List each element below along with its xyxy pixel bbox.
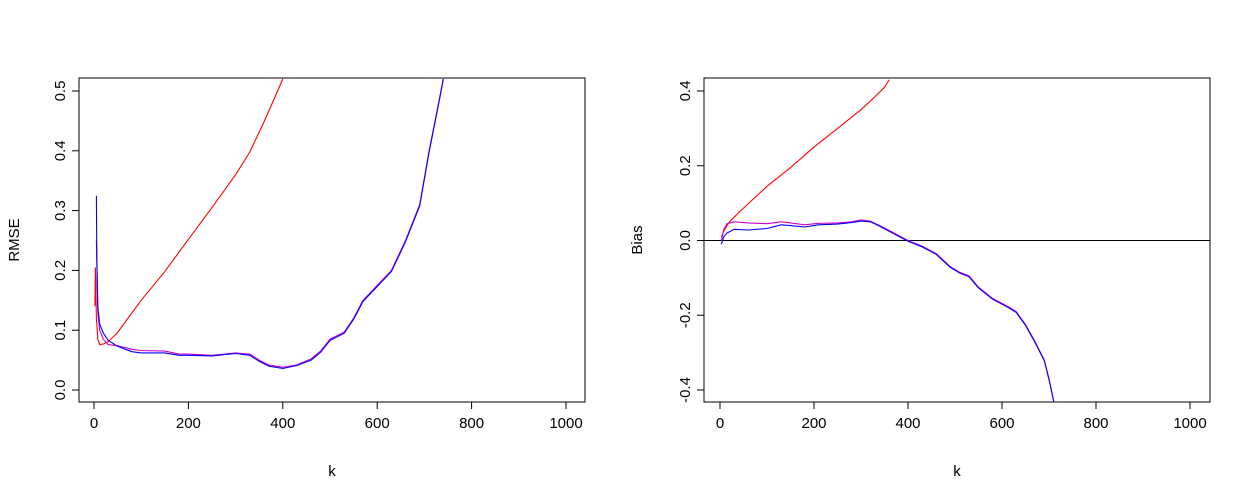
bias-series-line-2 xyxy=(720,219,1055,402)
bias-y-tick-label: 0.2 xyxy=(677,155,694,176)
rmse-y-tick-label: 0.4 xyxy=(52,140,69,161)
bias-y-tick-label: 0.0 xyxy=(677,230,694,251)
bias-chart: 0 200 400 600 800 1000 -0.4 -0.2 0.0 0.2 0.4 k Bi… xyxy=(629,77,1211,480)
rmse-y-tick-label: 0.0 xyxy=(52,380,69,401)
rmse-y-axis-label: RMSE xyxy=(6,218,23,261)
bias-x-ticks: 0 200 400 600 800 1000 xyxy=(716,402,1207,432)
bias-x-tick-label: 0 xyxy=(716,415,724,432)
bias-x-tick-label: 600 xyxy=(989,415,1014,432)
bias-series-line-3 xyxy=(720,220,1055,402)
bias-y-tick-label: -0.2 xyxy=(677,302,694,328)
bias-y-axis-label: Bias xyxy=(629,225,646,254)
rmse-series-group xyxy=(94,78,444,370)
bias-y-tick-label: 0.4 xyxy=(677,81,694,102)
rmse-x-tick-label: 1000 xyxy=(549,415,582,432)
rmse-x-axis-label: k xyxy=(328,463,336,480)
bias-x-tick-label: 800 xyxy=(1083,415,1108,432)
rmse-y-tick-label: 0.3 xyxy=(52,200,69,221)
bias-x-tick-label: 200 xyxy=(801,415,826,432)
bias-series-line-1 xyxy=(720,79,890,238)
rmse-series-line-3 xyxy=(95,78,444,370)
rmse-series-line-2 xyxy=(95,78,444,368)
bias-y-ticks: -0.4 -0.2 0.0 0.2 0.4 xyxy=(677,81,704,403)
rmse-plot-frame xyxy=(78,77,586,403)
rmse-x-tick-label: 800 xyxy=(459,415,484,432)
rmse-series-line-1 xyxy=(94,78,284,346)
bias-series-group xyxy=(704,79,1210,402)
rmse-x-tick-label: 400 xyxy=(270,415,295,432)
bias-x-tick-label: 400 xyxy=(895,415,920,432)
rmse-x-tick-label: 600 xyxy=(365,415,390,432)
rmse-y-tick-label: 0.1 xyxy=(52,320,69,341)
rmse-x-ticks: 0 200 400 600 800 1000 xyxy=(90,402,583,432)
bias-x-tick-label: 1000 xyxy=(1173,415,1206,432)
rmse-chart: 0 200 400 600 800 1000 0.0 0.1 0.2 0.3 0.4 0.5 k R… xyxy=(6,77,586,480)
rmse-y-tick-label: 0.5 xyxy=(52,81,69,102)
rmse-y-tick-label: 0.2 xyxy=(52,260,69,281)
rmse-y-ticks: 0.0 0.1 0.2 0.3 0.4 0.5 xyxy=(52,81,79,401)
rmse-x-tick-label: 200 xyxy=(176,415,201,432)
bias-y-tick-label: -0.4 xyxy=(677,377,694,403)
bias-x-axis-label: k xyxy=(953,463,961,480)
rmse-x-tick-label: 0 xyxy=(90,415,98,432)
